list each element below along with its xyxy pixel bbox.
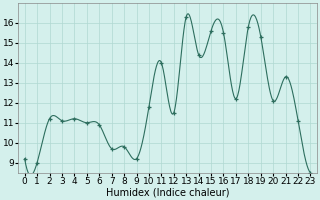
X-axis label: Humidex (Indice chaleur): Humidex (Indice chaleur) <box>106 187 229 197</box>
